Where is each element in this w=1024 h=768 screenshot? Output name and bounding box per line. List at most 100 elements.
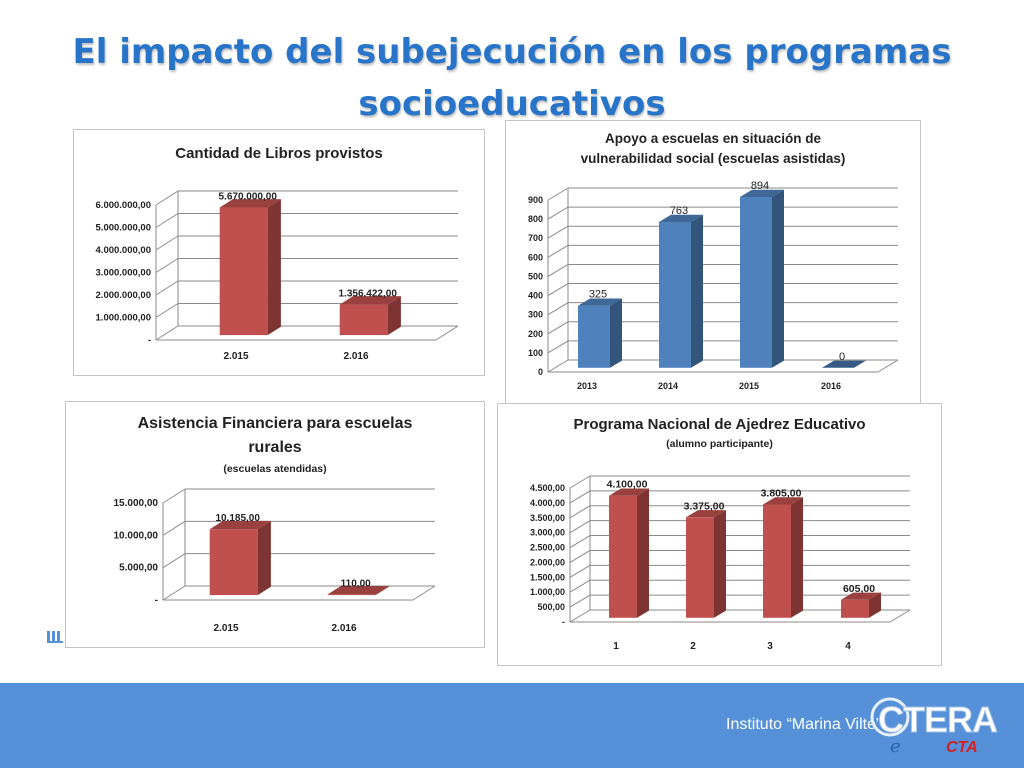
y-tick-label: 100 — [528, 348, 543, 358]
y-tick-label: 4.500,00 — [530, 483, 565, 493]
bar-side — [869, 592, 881, 618]
chart-subtitle: (escuelas atendidas) — [223, 463, 326, 475]
chart-panel-rural-schools: Asistencia Financiera para escuelas rural… — [65, 401, 485, 648]
x-tick-label: 2 — [690, 641, 696, 652]
bar — [219, 207, 268, 336]
y-tick-label: 300 — [528, 310, 543, 320]
gridline-depth — [155, 213, 179, 228]
gridline-depth — [547, 225, 569, 239]
ctera-logo: CTERA CTA e — [870, 697, 999, 757]
bar-top — [740, 189, 784, 197]
gridline-depth — [569, 579, 591, 593]
chart-title: Cantidad de Libros provistos — [175, 145, 383, 162]
data-label: 325 — [589, 289, 607, 301]
bar-side — [637, 488, 649, 618]
y-tick-label: 400 — [528, 291, 543, 301]
gridline-depth — [155, 280, 179, 296]
partial-logo-icon — [47, 631, 63, 643]
y-tick-label: 500 — [528, 271, 543, 281]
gridline-depth — [547, 359, 569, 373]
gridline-depth — [162, 585, 186, 601]
bar — [578, 305, 610, 368]
bar — [686, 517, 714, 618]
data-label: 3.805,00 — [761, 487, 802, 499]
chart-panel-chess-program: Programa Nacional de Ajedrez Educativo (a… — [497, 403, 942, 666]
floor-edge — [435, 325, 459, 341]
data-label: 894 — [751, 180, 769, 192]
x-tick-label: 3 — [767, 641, 773, 652]
floor-edge — [412, 585, 436, 601]
gridline-depth — [162, 488, 186, 504]
footer-institute-label: Instituto “Marina Vilte” — [726, 716, 882, 733]
data-label: 763 — [670, 205, 688, 217]
y-tick-label: - — [562, 617, 565, 627]
gridline-depth — [547, 187, 569, 201]
x-tick-label: 2.016 — [343, 351, 368, 362]
x-tick-label: 2.015 — [213, 623, 238, 634]
x-tick-label: 2.015 — [223, 351, 248, 362]
svg-text:e: e — [890, 736, 901, 757]
bar — [209, 529, 258, 596]
bar-top — [209, 520, 271, 530]
gridline-depth — [569, 475, 591, 489]
bar-side — [772, 189, 784, 368]
bar-side — [714, 510, 726, 618]
gridline-depth — [569, 594, 591, 608]
data-label: 10.185,00 — [215, 513, 260, 524]
y-tick-label: 0 — [538, 367, 543, 377]
bar — [763, 504, 791, 618]
data-label: 3.375,00 — [684, 500, 725, 512]
bar-top — [686, 510, 726, 518]
data-label: 605,00 — [843, 583, 875, 595]
y-tick-label: 3.500,00 — [530, 513, 565, 523]
y-tick-label: 2.500,00 — [530, 543, 565, 553]
x-tick-label: 2015 — [739, 381, 759, 391]
y-tick-label: 1.000,00 — [530, 587, 565, 597]
books-chart: Cantidad de Libros provistos - 1.000.000,0… — [96, 145, 459, 362]
chart-panel-books: Cantidad de Libros provistos - 1.000.000,0… — [73, 129, 485, 376]
gridline-depth — [569, 535, 591, 548]
slide-title: El impacto del subejecución en los progr… — [72, 32, 952, 124]
gridline-depth — [547, 302, 569, 316]
bar — [339, 304, 388, 336]
bar — [327, 594, 376, 596]
bar-side — [267, 199, 281, 336]
chart-title: vulnerabilidad social (escuelas asistida… — [581, 151, 846, 166]
bar-top — [659, 214, 703, 222]
bar-top — [327, 585, 389, 595]
gridline-depth — [155, 235, 179, 251]
gridline-depth — [547, 206, 569, 220]
floor-edge — [889, 609, 911, 623]
y-tick-label: 200 — [528, 329, 543, 339]
footer-bar — [0, 683, 1024, 768]
bar-top — [841, 592, 881, 600]
y-tick-label: 1.000.000,00 — [96, 313, 151, 324]
data-label: 4.100,00 — [607, 479, 648, 491]
x-tick-label: 2016 — [821, 381, 841, 391]
gridline-depth — [155, 190, 179, 206]
bar — [740, 196, 772, 368]
chart-title: Programa Nacional de Ajedrez Educativo — [573, 416, 865, 433]
gridline-depth — [569, 609, 591, 623]
gridline-depth — [569, 490, 591, 504]
gridline-depth — [162, 520, 186, 536]
bar-top — [578, 298, 622, 306]
bar-side — [610, 298, 622, 368]
data-label: 1.356.422,00 — [339, 289, 398, 300]
chart-panel-vulnerable-schools: Apoyo a escuelas en situación de vulnerab… — [505, 120, 921, 404]
y-tick-label: 5.000,00 — [119, 563, 158, 574]
gridline-depth — [155, 303, 179, 318]
y-tick-label: - — [155, 595, 158, 606]
y-tick-label: 5.000.000,00 — [96, 223, 151, 234]
x-tick-label: 2014 — [658, 381, 678, 391]
y-tick-label: 700 — [528, 233, 543, 243]
y-tick-label: 800 — [528, 214, 543, 224]
bar — [609, 495, 637, 618]
gridline-depth — [569, 520, 591, 534]
y-tick-label: 600 — [528, 252, 543, 262]
gridline-depth — [155, 258, 179, 273]
x-tick-label: 2013 — [577, 381, 597, 391]
bar-side — [387, 296, 401, 336]
gridline-depth — [155, 325, 179, 341]
y-tick-label: 6.000.000,00 — [96, 200, 151, 211]
